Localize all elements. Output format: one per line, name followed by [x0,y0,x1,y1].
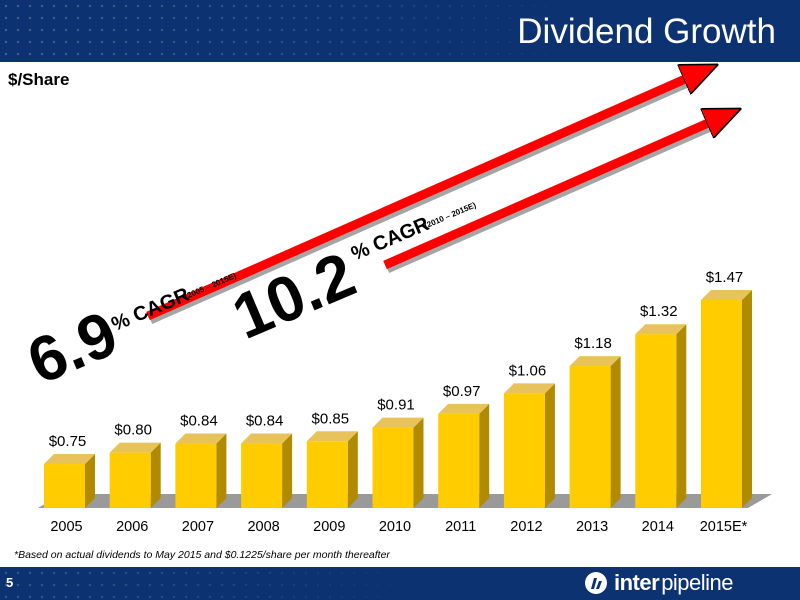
data-label: $0.75 [49,433,87,450]
bar-front [635,334,677,508]
data-label: $0.97 [443,383,481,400]
bar-front [503,393,545,508]
x-tick-label: 2005 [50,519,82,535]
cagr-arrow-2010-2015-body [383,120,715,270]
bar-top [175,433,227,444]
bar [569,356,621,508]
bar-top [635,324,687,335]
bar [175,433,227,508]
footer-dot-pattern [0,567,800,600]
bar-front [44,464,85,508]
header-dot-pattern [0,0,800,62]
logo-word-pipeline: pipeline [661,570,734,595]
bar [701,290,752,508]
bar [306,431,358,508]
page-title: Dividend Growth [517,12,776,51]
x-tick-label: 2013 [576,519,608,535]
bar-top [372,417,424,428]
x-tick-label: 2015E* [700,519,748,535]
x-tick-label: 2014 [642,519,674,535]
bar [372,417,424,508]
data-label: $0.84 [246,413,284,430]
data-label: $1.18 [574,335,612,352]
data-label: $0.91 [377,397,415,414]
bar-top [44,454,95,465]
footnote: *Based on actual dividends to May 2015 a… [14,549,390,561]
bar-top [569,356,621,367]
data-label: $1.47 [706,269,744,286]
bar-side [282,433,293,508]
bar-front [372,427,414,508]
bar-side [85,454,95,508]
bar [503,383,555,508]
bar-top [241,433,293,444]
bar-top [438,403,490,414]
data-label: $1.06 [509,362,547,379]
bar-front [306,441,348,508]
cagr-arrow-2005-2015-body [146,76,692,321]
x-tick-label: 2006 [116,519,148,535]
bar-side [479,403,490,508]
company-logo: inter pipeline [584,570,734,596]
logo-mark-icon [585,572,607,594]
cagr-value-1: 6.9 [17,297,127,398]
bar-top [701,290,752,301]
bar [109,442,161,508]
x-tick-label: 2008 [247,519,279,535]
bar-side [676,324,687,508]
page-number: 5 [6,575,14,590]
bar-front [241,443,283,508]
header-bar: Dividend Growth [0,0,800,62]
bar-side [742,290,752,508]
footer-bar: 5 inter pipeline [0,567,800,600]
bar-side [544,383,555,508]
bar-front [569,366,611,508]
bar-side [150,442,161,508]
bar-top [109,442,161,453]
x-tick-label: 2012 [510,519,542,535]
bar-front [438,413,480,508]
bar-front [701,300,742,508]
bar [635,324,687,508]
logo-word-inter: inter [614,570,660,595]
data-label: $0.85 [312,410,350,427]
bar [44,454,95,508]
cagr-annotation-1: 6.9 % CAGR (2005 – 2015E) [17,271,238,398]
value-labels: $0.75 $0.80 $0.84 $0.84 $0.85 $0.91 $0.97 $1.06… [49,269,744,450]
bar-top [503,383,555,394]
bar-side [347,431,358,508]
x-tick-label: 2007 [182,519,214,535]
data-label: $0.80 [114,422,152,439]
bar-front [175,443,217,508]
data-label: $0.84 [180,413,218,430]
x-tick-label: 2011 [445,519,476,535]
y-axis-label: $/Share [8,70,70,89]
bar [438,403,490,508]
bar-side [216,433,227,508]
bar-side [413,417,424,508]
bars [44,290,752,508]
bar [241,433,293,508]
cagr-arrows [146,76,717,325]
x-tick-label: 2009 [313,519,345,535]
bar-side [610,356,621,508]
x-axis-labels: 2005 2006 2007 2008 2009 2010 2011 2012 2013 2014… [50,519,747,535]
bar-top [306,431,358,442]
data-label: $1.32 [640,303,678,320]
bar-front [109,452,151,508]
x-tick-label: 2010 [379,519,411,535]
